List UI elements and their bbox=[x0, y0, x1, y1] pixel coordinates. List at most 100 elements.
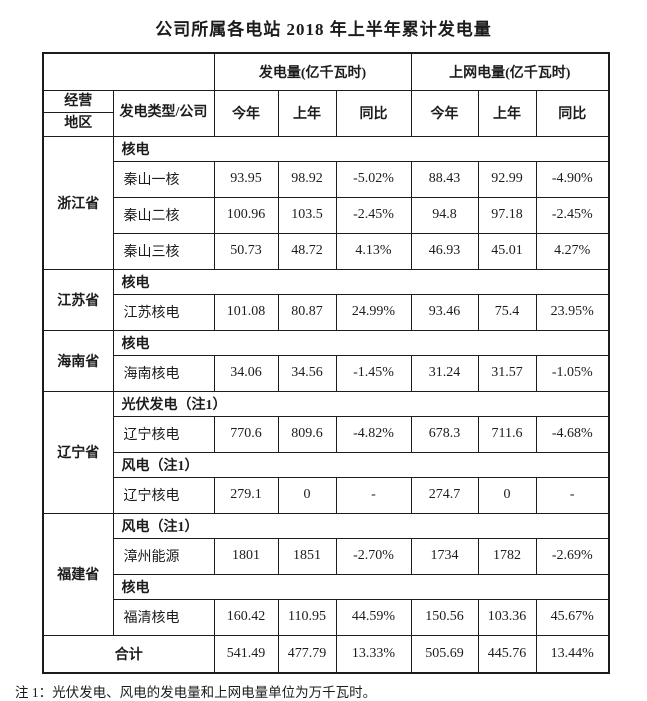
region-cell: 浙江省 bbox=[42, 135, 114, 270]
region-header-line2: 地区 bbox=[64, 116, 93, 131]
total-value-cell: 505.69 bbox=[410, 634, 479, 674]
value-cell: -5.02% bbox=[335, 160, 412, 198]
table-row: 辽宁核电 279.1 0 - 274.7 0 - bbox=[43, 476, 610, 514]
value-cell: 160.42 bbox=[213, 598, 279, 636]
footnote: 注 1：光伏发电、风电的发电量和上网电量单位为万千瓦时。 bbox=[15, 685, 377, 700]
value-cell: 1782 bbox=[477, 537, 537, 575]
value-cell: 31.24 bbox=[410, 354, 479, 392]
total-value-cell: 13.33% bbox=[335, 634, 412, 674]
value-cell: 678.3 bbox=[410, 415, 479, 453]
value-cell: 101.08 bbox=[213, 293, 279, 331]
value-cell: 23.95% bbox=[535, 293, 610, 331]
table-row: 秦山二核 100.96 103.5 -2.45% 94.8 97.18 -2.4… bbox=[43, 196, 610, 234]
value-cell: -4.90% bbox=[535, 160, 610, 198]
company-cell: 辽宁核电 bbox=[112, 415, 215, 453]
value-cell: 45.67% bbox=[535, 598, 610, 636]
table-row: 海南省 核电 bbox=[42, 329, 610, 392]
region-cell: 辽宁省 bbox=[42, 390, 114, 514]
value-cell: 44.59% bbox=[335, 598, 412, 636]
value-cell: 88.43 bbox=[410, 160, 479, 198]
table-row: 浙江省 核电 bbox=[42, 135, 610, 270]
total-value-cell: 541.49 bbox=[213, 634, 279, 674]
value-cell: 94.8 bbox=[410, 196, 479, 234]
type-header-cell: 风电（注1） bbox=[112, 451, 610, 478]
value-cell: 1801 bbox=[213, 537, 279, 575]
company-cell: 福清核电 bbox=[112, 598, 215, 636]
company-cell: 辽宁核电 bbox=[112, 476, 215, 514]
value-cell: - bbox=[535, 476, 610, 514]
value-cell: -4.68% bbox=[535, 415, 610, 453]
value-cell: 1851 bbox=[277, 537, 337, 575]
value-cell: -2.70% bbox=[335, 537, 412, 575]
table-row: 福清核电 160.42 110.95 44.59% 150.56 103.36 … bbox=[43, 598, 610, 636]
value-cell: -2.69% bbox=[535, 537, 610, 575]
grid-lastyear-header: 上年 bbox=[477, 89, 537, 137]
value-cell: -2.45% bbox=[535, 196, 610, 234]
region-header-cell: 经营 地区 bbox=[42, 89, 114, 137]
table-row: 风电（注1） bbox=[43, 451, 610, 478]
blank-header-cell bbox=[42, 52, 215, 91]
value-cell: - bbox=[335, 476, 412, 514]
company-cell: 秦山一核 bbox=[112, 160, 215, 198]
total-value-cell: 477.79 bbox=[277, 634, 337, 674]
value-cell: 48.72 bbox=[277, 232, 337, 270]
company-cell: 海南核电 bbox=[112, 354, 215, 392]
type-header-cell: 风电（注1） bbox=[112, 512, 610, 539]
value-cell: 770.6 bbox=[213, 415, 279, 453]
power-generation-table: 发电量(亿千瓦时) 上网电量(亿千瓦时) 经营 地区 发电类型/公司 今年 上年… bbox=[42, 52, 611, 674]
type-header-cell: 核电 bbox=[112, 573, 610, 600]
value-cell: 100.96 bbox=[213, 196, 279, 234]
value-cell: 279.1 bbox=[213, 476, 279, 514]
total-value-cell: 445.76 bbox=[477, 634, 537, 674]
gen-yoy-header: 同比 bbox=[335, 89, 412, 137]
value-cell: 97.18 bbox=[477, 196, 537, 234]
table-row: 核电 bbox=[43, 573, 610, 600]
company-cell: 秦山二核 bbox=[112, 196, 215, 234]
value-cell: 92.99 bbox=[477, 160, 537, 198]
company-cell: 江苏核电 bbox=[112, 293, 215, 331]
table-row: 经营 地区 发电类型/公司 今年 上年 同比 今年 上年 同比 bbox=[42, 89, 610, 137]
value-cell: 103.36 bbox=[477, 598, 537, 636]
gen-thisyear-header: 今年 bbox=[213, 89, 279, 137]
value-cell: 24.99% bbox=[335, 293, 412, 331]
value-cell: 75.4 bbox=[477, 293, 537, 331]
table-row: 辽宁核电 770.6 809.6 -4.82% 678.3 711.6 -4.6… bbox=[43, 415, 610, 453]
value-cell: -2.45% bbox=[335, 196, 412, 234]
table-row: 海南核电 34.06 34.56 -1.45% 31.24 31.57 -1.0… bbox=[43, 354, 610, 392]
value-cell: 711.6 bbox=[477, 415, 537, 453]
type-company-header-label: 发电类型/公司 bbox=[119, 104, 208, 120]
region-cell: 海南省 bbox=[42, 329, 114, 392]
generation-group-header: 发电量(亿千瓦时) bbox=[213, 52, 412, 91]
value-cell: 4.27% bbox=[535, 232, 610, 270]
value-cell: 1734 bbox=[410, 537, 479, 575]
table-row: 江苏核电 101.08 80.87 24.99% 93.46 75.4 23.9… bbox=[43, 293, 610, 331]
table-row: 辽宁省 光伏发电（注1） bbox=[42, 390, 610, 514]
table-row: 漳州能源 1801 1851 -2.70% 1734 1782 -2.69% bbox=[43, 537, 610, 575]
region-header-line1: 经营 bbox=[44, 91, 112, 113]
type-company-header-cell: 发电类型/公司 bbox=[112, 89, 215, 137]
type-header-cell: 核电 bbox=[112, 135, 610, 162]
value-cell: 34.06 bbox=[213, 354, 279, 392]
value-cell: 98.92 bbox=[277, 160, 337, 198]
value-cell: 0 bbox=[477, 476, 537, 514]
table-row: 江苏省 核电 bbox=[42, 268, 610, 331]
gen-lastyear-header: 上年 bbox=[277, 89, 337, 137]
type-header-cell: 核电 bbox=[112, 329, 610, 356]
value-cell: 0 bbox=[277, 476, 337, 514]
value-cell: 80.87 bbox=[277, 293, 337, 331]
document-page: 公司所属各电站 2018 年上半年累计发电量 发电量(亿千瓦时) 上网电量(亿千… bbox=[0, 15, 647, 700]
document-title: 公司所属各电站 2018 年上半年累计发电量 bbox=[155, 20, 492, 39]
value-cell: -4.82% bbox=[335, 415, 412, 453]
value-cell: 274.7 bbox=[410, 476, 479, 514]
value-cell: 31.57 bbox=[477, 354, 537, 392]
value-cell: 34.56 bbox=[277, 354, 337, 392]
value-cell: 103.5 bbox=[277, 196, 337, 234]
table-row: 合计 541.49 477.79 13.33% 505.69 445.76 13… bbox=[42, 634, 610, 674]
type-header-cell: 光伏发电（注1） bbox=[112, 390, 610, 417]
table-row: 发电量(亿千瓦时) 上网电量(亿千瓦时) bbox=[42, 52, 610, 91]
region-cell: 福建省 bbox=[42, 512, 114, 636]
table-row: 秦山三核 50.73 48.72 4.13% 46.93 45.01 4.27% bbox=[43, 232, 610, 270]
value-cell: 93.46 bbox=[410, 293, 479, 331]
value-cell: 46.93 bbox=[410, 232, 479, 270]
company-cell: 漳州能源 bbox=[112, 537, 215, 575]
